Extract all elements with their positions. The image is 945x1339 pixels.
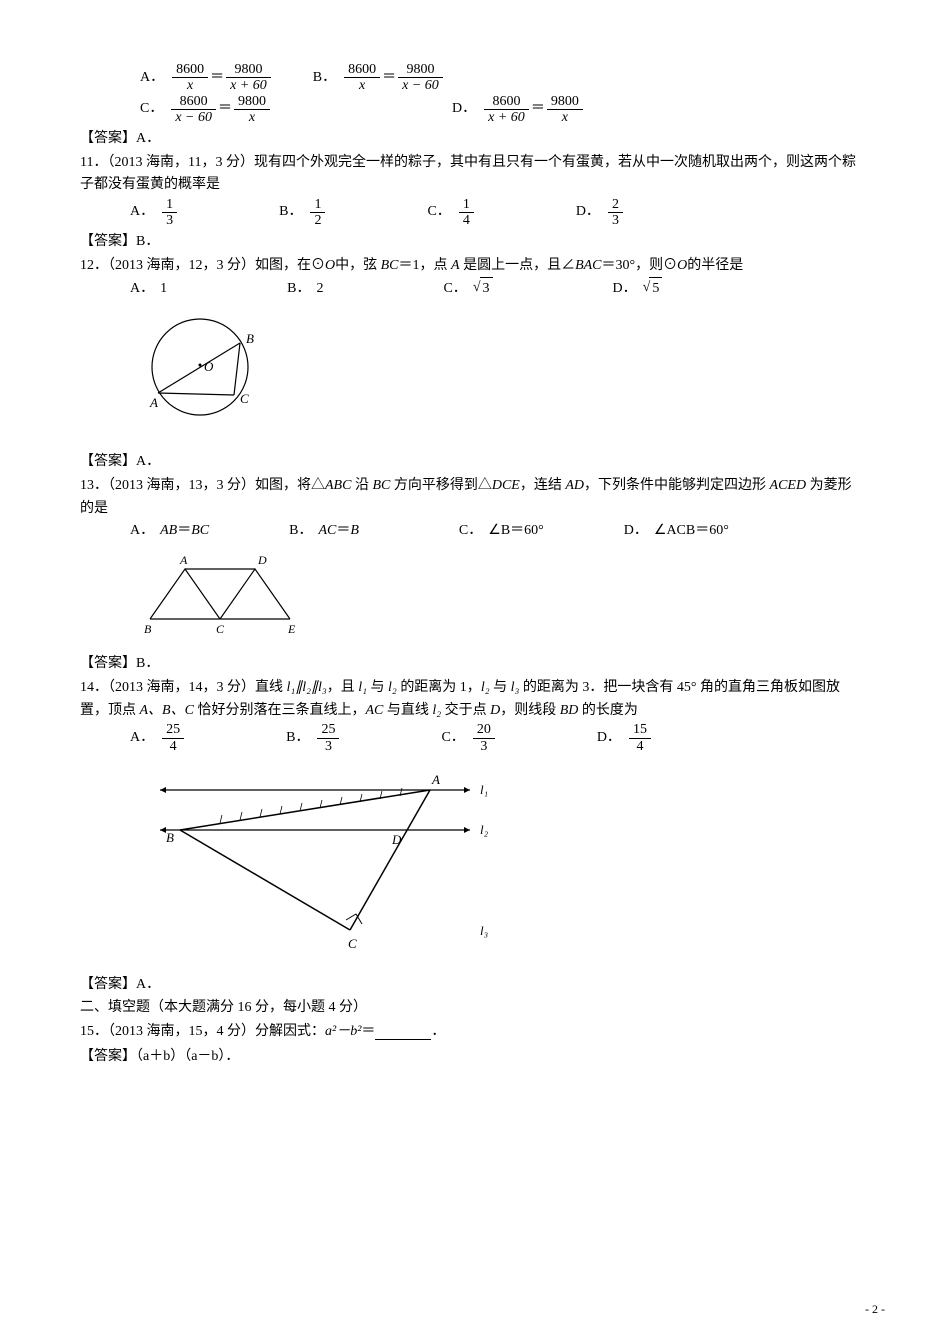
question-14: 14．（2013 海南，14，3 分）直线 l₁∥l₂∥l₃，且 l₁ 与 l₂… [80, 677, 865, 968]
svg-text:l₂: l₂ [480, 822, 489, 837]
q14-stem: 14．（2013 海南，14，3 分）直线 l₁∥l₂∥l₃，且 l₁ 与 l₂… [80, 677, 865, 722]
q12-stem: 12．（2013 海南，12，3 分）如图，在⊙O中，弦 BC＝1，点 A 是圆… [80, 255, 865, 277]
q12-option-D: D．√5 [613, 277, 663, 300]
svg-text:D: D [391, 832, 402, 847]
q12-answer: 【答案】A． [80, 451, 865, 473]
q13-figure: A D B C E [130, 549, 865, 647]
question-11: 11．（2013 海南，11，3 分）现有四个外观完全一样的粽子，其中有且只有一… [80, 152, 865, 229]
question-12: 12．（2013 海南，12，3 分）如图，在⊙O中，弦 BC＝1，点 A 是圆… [80, 255, 865, 445]
q13-answer: 【答案】B． [80, 653, 865, 675]
svg-text:C: C [216, 622, 225, 636]
q14-figure: l₁ l₂ l₃ A B D C [130, 760, 865, 968]
q11-answer: 【答案】B． [80, 231, 865, 253]
q12-option-A: A．1 [130, 277, 167, 300]
q11-option-A: A． 13 [130, 197, 179, 229]
q12-option-C: C．√3 [443, 277, 492, 300]
svg-text:C: C [240, 391, 249, 406]
q11-option-C: C． 14 [427, 197, 475, 229]
svg-text:D: D [257, 553, 267, 567]
svg-text:E: E [287, 622, 296, 636]
q10-option-A: A． 8600x ＝ 9800x + 60 [140, 62, 273, 94]
q13-option-D: D．∠ACB＝60° [624, 520, 729, 542]
q15-answer: 【答案】（a＋b）（a－b）． [80, 1046, 865, 1068]
svg-text:l₁: l₁ [480, 782, 488, 797]
q10-option-D: D． 8600x + 60 ＝ 9800x [452, 94, 585, 126]
q14-option-A: A．254 [130, 722, 186, 754]
q14-option-B: B．253 [286, 722, 341, 754]
q10-option-B: B． 8600x ＝ 9800x − 60 [313, 62, 445, 94]
q14-option-C: C．203 [441, 722, 496, 754]
section-2-heading: 二、填空题（本大题满分 16 分，每小题 4 分） [80, 997, 865, 1019]
q11-stem: 11．（2013 海南，11，3 分）现有四个外观完全一样的粽子，其中有且只有一… [80, 152, 865, 197]
svg-text:A: A [179, 553, 188, 567]
q12-figure: O A B C [130, 307, 865, 445]
q11-option-D: D． 23 [576, 197, 625, 229]
svg-text:l₃: l₃ [480, 923, 488, 938]
page-number: - 2 - [865, 1300, 885, 1319]
question-15: 15．（2013 海南，15，4 分）分解因式：a²－b²＝ ． [80, 1021, 865, 1043]
svg-text:C: C [348, 936, 357, 951]
svg-text:A: A [431, 772, 440, 787]
q11-option-B: B． 12 [279, 197, 327, 229]
q13-stem: 13．（2013 海南，13，3 分）如图，将△ABC 沿 BC 方向平移得到△… [80, 475, 865, 520]
q14-option-D: D．154 [597, 722, 653, 754]
q14-answer: 【答案】A． [80, 974, 865, 996]
q12-option-B: B．2 [287, 277, 323, 300]
svg-text:B: B [144, 622, 152, 636]
q13-option-A: A．AB＝BC [130, 520, 209, 542]
svg-text:A: A [149, 395, 158, 410]
q10-option-C: C． 8600x − 60 ＝ 9800x [140, 94, 272, 126]
q13-option-B: B．AC＝B [289, 520, 359, 542]
q10-answer: 【答案】A． [80, 128, 865, 150]
svg-text:B: B [246, 331, 254, 346]
question-13: 13．（2013 海南，13，3 分）如图，将△ABC 沿 BC 方向平移得到△… [80, 475, 865, 647]
q13-option-C: C．∠B＝60° [459, 520, 544, 542]
question-10-options: A． 8600x ＝ 9800x + 60 B． 8600x ＝ 9800x −… [80, 62, 865, 126]
svg-text:B: B [166, 830, 174, 845]
